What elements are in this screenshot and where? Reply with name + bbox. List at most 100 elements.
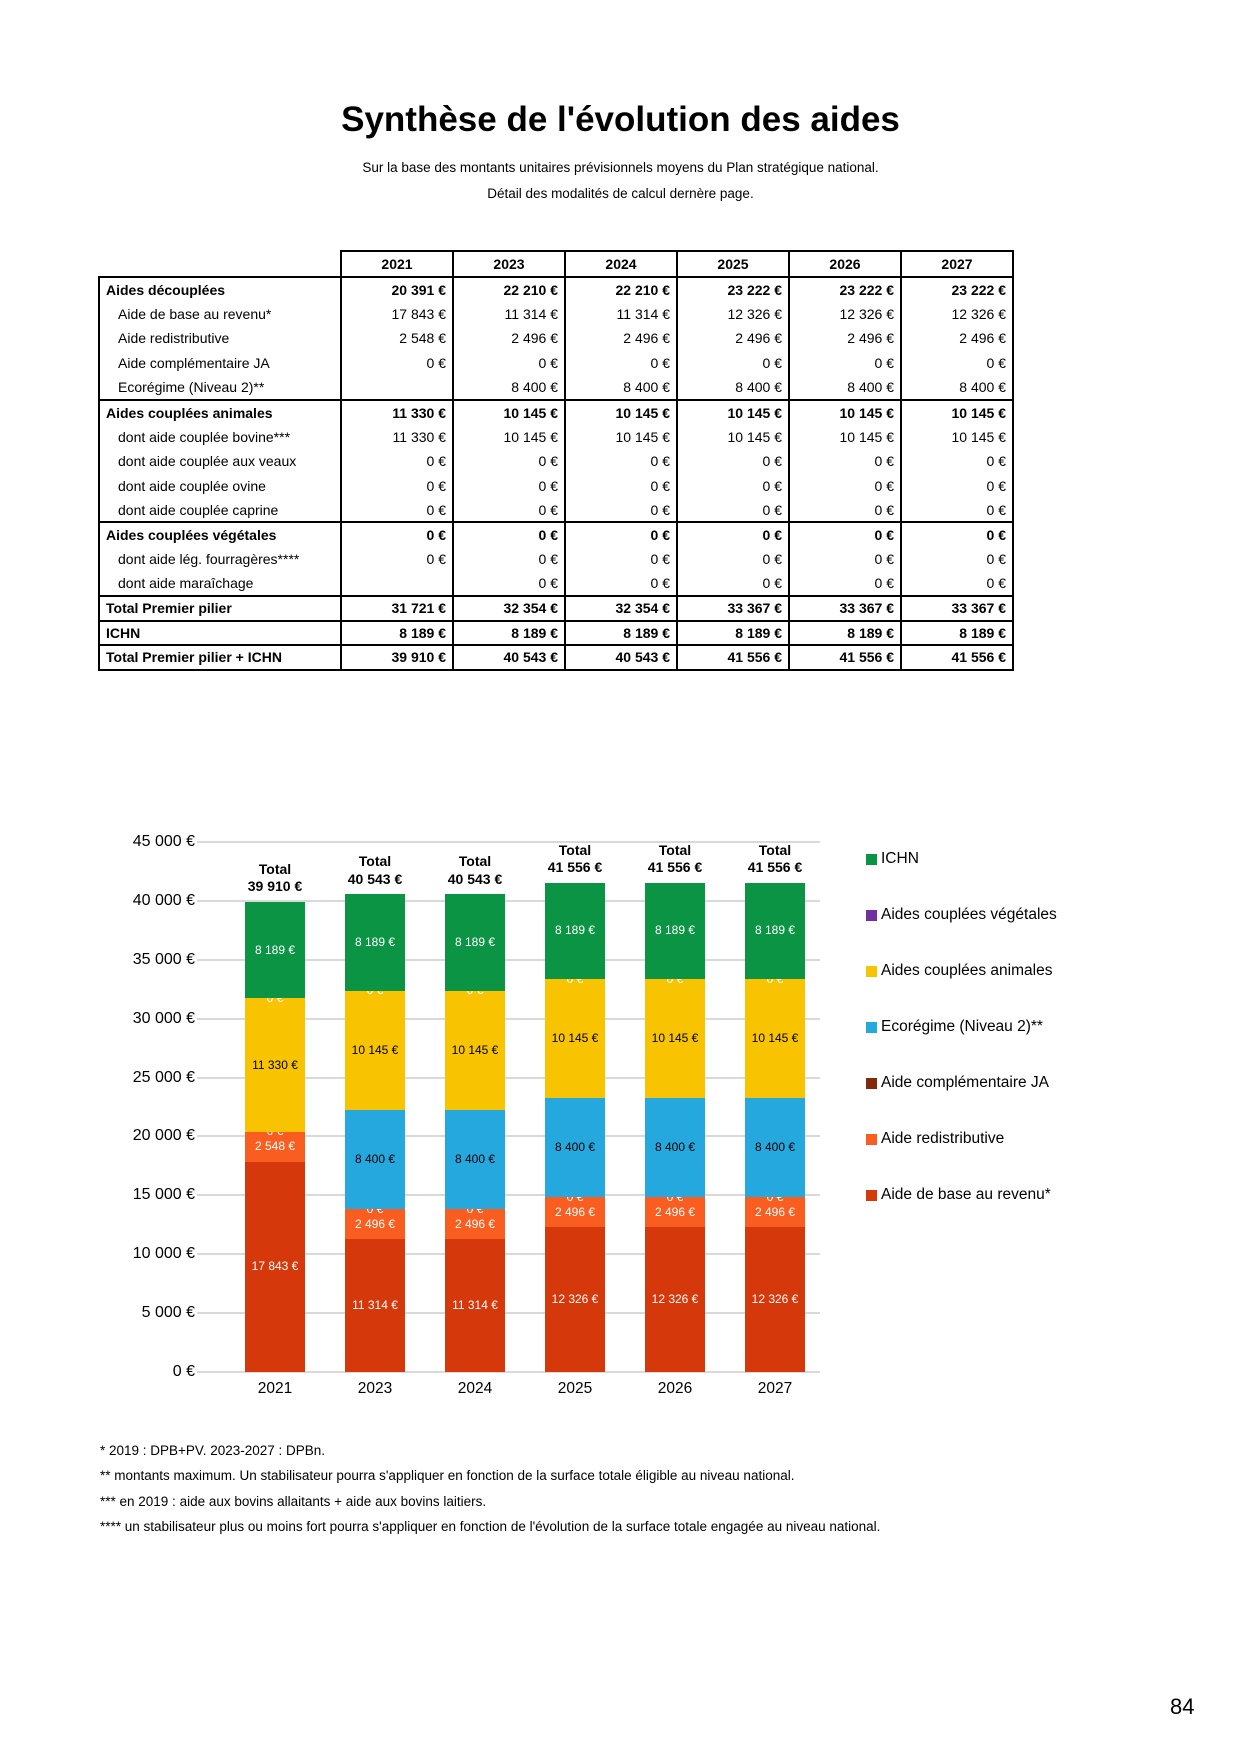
gridline bbox=[197, 1135, 820, 1138]
bar-segment bbox=[545, 882, 605, 979]
table-cell: 8 400 € bbox=[788, 375, 902, 400]
table-header-row: 2021 2023 2024 2025 2026 2027 bbox=[99, 250, 1014, 278]
table-cell: 0 € bbox=[900, 521, 1014, 548]
row-label: Aide complémentaire JA bbox=[98, 350, 342, 376]
table-row: Aides couplées végétales 0 €0 €0 €0 €0 €0… bbox=[98, 521, 1014, 548]
legend-item: Ecorégime (Niveau 2)** bbox=[866, 1017, 1043, 1037]
table-cell: 23 222 € bbox=[788, 276, 902, 302]
bar-segment bbox=[445, 1110, 505, 1210]
table-cell: 40 543 € bbox=[452, 644, 566, 671]
segment-value-label: 8 189 € bbox=[454, 935, 496, 950]
table-row: Total Premier pilier 31 721 €32 354 €32 3… bbox=[98, 595, 1014, 621]
bar-segment bbox=[445, 1238, 505, 1372]
row-label: dont aide couplée caprine bbox=[98, 497, 342, 523]
table-cell: 12 326 € bbox=[788, 301, 902, 327]
segment-value-label: 2 548 € bbox=[254, 1139, 296, 1154]
legend-color-swatch bbox=[866, 909, 877, 921]
table-row: Aide redistributive 2 548 €2 496 €2 496 €… bbox=[98, 326, 1014, 351]
segment-value-label: 8 189 € bbox=[554, 923, 596, 938]
bar-segment bbox=[245, 1131, 305, 1162]
table-cell: 0 € bbox=[340, 473, 454, 498]
total-prefix: Total bbox=[558, 841, 592, 858]
subtitle-line-2: Détail des modalités de calcul dernère p… bbox=[487, 186, 754, 201]
year-column-header: 2027 bbox=[900, 250, 1014, 278]
legend-item: Aide complémentaire JA bbox=[866, 1073, 1049, 1093]
total-value: 40 543 € bbox=[447, 870, 503, 887]
bar-segment bbox=[745, 1226, 805, 1372]
total-value: 39 910 € bbox=[247, 878, 303, 895]
table-row: dont aide couplée bovine*** 11 330 €10 14… bbox=[98, 424, 1014, 449]
bar-segment bbox=[245, 998, 305, 1132]
table-cell: 8 400 € bbox=[452, 375, 566, 400]
segment-value-label: 8 400 € bbox=[354, 1152, 396, 1167]
table-cell: 0 € bbox=[340, 497, 454, 523]
year-column-header: 2026 bbox=[788, 250, 902, 278]
stacked-bar-chart: 45 000 € 40 000 € 35 000 € 30 000 € 25 000 €… bbox=[0, 800, 1241, 1460]
segment-value-label: 10 145 € bbox=[551, 1031, 599, 1046]
segment-value-label: 12 326 € bbox=[551, 1291, 599, 1306]
table-cell: 0 € bbox=[564, 571, 678, 597]
table-cell: 11 330 € bbox=[340, 424, 454, 449]
x-axis-tick-label: 2023 bbox=[357, 1380, 393, 1397]
row-label: dont aide couplée aux veaux bbox=[98, 448, 342, 474]
segment-value-label: 2 496 € bbox=[654, 1204, 696, 1219]
table-cell: 23 222 € bbox=[676, 276, 790, 302]
table-cell: 0 € bbox=[676, 448, 790, 474]
legend-label: Aides couplées végétales bbox=[881, 906, 1057, 923]
page-title: Synthèse de l'évolution des aides bbox=[341, 100, 900, 139]
table-cell: 10 145 € bbox=[788, 424, 902, 449]
y-axis-tick-label: 40 000 € bbox=[132, 891, 195, 909]
table-cell: 0 € bbox=[676, 497, 790, 523]
total-value: 40 543 € bbox=[347, 870, 403, 887]
segment-value-label: 10 145 € bbox=[751, 1031, 799, 1046]
table-row: dont aide couplée ovine 0 €0 €0 €0 €0 €0 … bbox=[98, 473, 1014, 498]
y-axis-tick-label: 20 000 € bbox=[132, 1127, 195, 1145]
table-cell: 2 548 € bbox=[340, 326, 454, 351]
table-cell: 0 € bbox=[788, 473, 902, 498]
total-value: 41 556 € bbox=[647, 859, 703, 876]
gridline bbox=[197, 1371, 820, 1373]
table-cell: 0 € bbox=[340, 547, 454, 572]
segment-value-label: 8 400 € bbox=[754, 1140, 796, 1155]
table-row: Ecorégime (Niveau 2)** 8 400 €8 400 €8 40… bbox=[98, 375, 1014, 400]
bar-segment bbox=[645, 1098, 705, 1198]
table-row: Aide de base au revenu* 17 843 €11 314 €1… bbox=[98, 301, 1014, 327]
table-cell: 11 314 € bbox=[452, 301, 566, 327]
table-cell: 0 € bbox=[676, 571, 790, 597]
aid-table: 2021 2023 2024 2025 2026 2027 Aides découplée… bbox=[98, 250, 1014, 671]
table-cell: 0 € bbox=[900, 497, 1014, 523]
legend-color-swatch bbox=[866, 853, 877, 865]
row-label: Aide de base au revenu* bbox=[98, 301, 342, 327]
table-cell: 10 145 € bbox=[564, 424, 678, 449]
bar-segment bbox=[745, 1098, 805, 1198]
table-cell: 32 354 € bbox=[452, 595, 566, 621]
table-cell: 0 € bbox=[564, 473, 678, 498]
table-cell: 41 556 € bbox=[900, 644, 1014, 671]
table-row: Total Premier pilier + ICHN 39 910 €40 54… bbox=[98, 644, 1014, 671]
y-axis-tick-label: 5 000 € bbox=[141, 1304, 195, 1322]
y-axis-tick-label: 10 000 € bbox=[132, 1245, 195, 1263]
table-cell: 0 € bbox=[340, 521, 454, 548]
table-row: dont aide maraîchage 0 €0 €0 €0 €0 € bbox=[98, 571, 1014, 597]
table-cell: 11 330 € bbox=[340, 398, 454, 425]
year-column-header: 2025 bbox=[676, 250, 790, 278]
table-cell: 0 € bbox=[452, 350, 566, 376]
gridline bbox=[197, 1253, 820, 1256]
table-cell: 0 € bbox=[900, 350, 1014, 376]
bar-total-label: Total 41 556 € bbox=[720, 842, 830, 877]
y-axis-tick-label: 25 000 € bbox=[132, 1068, 195, 1086]
table-row: ICHN 8 189 €8 189 €8 189 €8 189 €8 189 €8… bbox=[98, 619, 1014, 646]
total-prefix: Total bbox=[758, 841, 792, 858]
table-row: dont aide lég. fourragères**** 0 €0 €0 €0… bbox=[98, 547, 1014, 572]
table-cell bbox=[340, 375, 454, 400]
legend-color-swatch bbox=[866, 1189, 877, 1201]
table-cell: 0 € bbox=[676, 547, 790, 572]
bar-segment bbox=[345, 1209, 405, 1239]
x-axis-tick-label: 2025 bbox=[557, 1380, 593, 1397]
table-cell: 2 496 € bbox=[676, 326, 790, 351]
segment-value-label: 11 314 € bbox=[452, 1297, 498, 1312]
table-row: Aides couplées animales 11 330 €10 145 €1… bbox=[98, 398, 1014, 425]
table-row: dont aide couplée caprine 0 €0 €0 €0 €0 €… bbox=[98, 497, 1014, 523]
gridline bbox=[197, 958, 820, 961]
y-axis-tick-label: 35 000 € bbox=[132, 950, 195, 968]
